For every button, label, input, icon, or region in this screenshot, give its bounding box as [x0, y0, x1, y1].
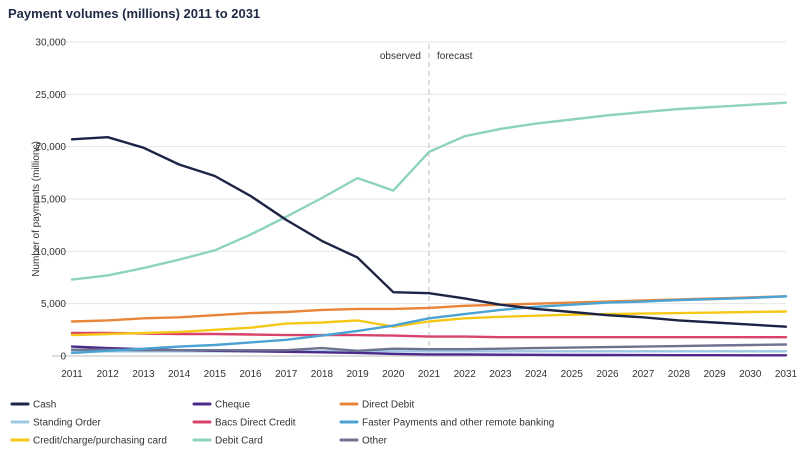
- legend-label: Cash: [33, 400, 56, 411]
- legend-item: Debit Card: [192, 436, 263, 447]
- y-tick-label: 10,000: [35, 247, 66, 258]
- legend-item: Bacs Direct Credit: [192, 418, 296, 429]
- x-tick-label: 2021: [418, 369, 441, 380]
- x-tick-label: 2015: [204, 369, 227, 380]
- y-tick-label: 0: [60, 352, 66, 363]
- x-tick-label: 2018: [311, 369, 334, 380]
- legend-item: Standing Order: [10, 418, 101, 429]
- x-tick-label: 2020: [382, 369, 405, 380]
- x-tick-label: 2019: [346, 369, 369, 380]
- legend-label: Faster Payments and other remote banking: [362, 418, 554, 429]
- series-lines: [70, 101, 788, 357]
- legend-item: Faster Payments and other remote banking: [339, 418, 554, 429]
- forecast-label: forecast: [437, 51, 473, 62]
- y-tick-label: 30,000: [35, 38, 66, 49]
- axes: 0 5,000 10,000 15,000 20,000 25,000 30,000 2011…: [31, 38, 798, 381]
- legend-item: Cash: [10, 400, 56, 411]
- series-line-cash: [70, 135, 788, 328]
- legend-item: Other: [339, 436, 388, 447]
- legend-item: Credit/charge/purchasing card: [10, 436, 167, 447]
- x-tick-label: 2016: [239, 369, 262, 380]
- legend-label: Debit Card: [215, 436, 263, 447]
- x-tick-label: 2027: [632, 369, 655, 380]
- x-tick-label: 2030: [739, 369, 762, 380]
- series-line-bacs-direct-credit: [70, 331, 788, 339]
- legend-label: Direct Debit: [362, 400, 414, 411]
- x-tick-label: 2028: [668, 369, 691, 380]
- observed-label: observed: [380, 51, 421, 62]
- legend-label: Other: [362, 436, 388, 447]
- legend-label: Credit/charge/purchasing card: [33, 436, 167, 447]
- y-axis-title: Number of payments (millions): [31, 141, 42, 277]
- series-line-credit-charge-purchasing-card: [70, 310, 788, 337]
- x-tick-label: 2024: [525, 369, 548, 380]
- legend-item: Direct Debit: [339, 400, 414, 411]
- series-line-faster-payments-and-other-remote-banking: [70, 295, 788, 355]
- legend-label: Cheque: [215, 400, 250, 411]
- legend-label: Bacs Direct Credit: [215, 418, 296, 429]
- legend: Cash Cheque Direct Debit Standing Order Bacs…: [10, 400, 554, 447]
- x-tick-label: 2029: [703, 369, 726, 380]
- x-tick-label: 2026: [596, 369, 619, 380]
- x-tick-label: 2011: [61, 369, 83, 380]
- x-tick-label: 2013: [132, 369, 155, 380]
- series-line-debit-card: [70, 101, 788, 281]
- x-tick-label: 2012: [97, 369, 120, 380]
- y-tick-label: 20,000: [35, 142, 66, 153]
- legend-item: Cheque: [192, 400, 250, 411]
- chart-title: Payment volumes (millions) 2011 to 2031: [8, 6, 261, 21]
- legend-label: Standing Order: [33, 418, 101, 429]
- x-tick-label: 2017: [275, 369, 298, 380]
- x-tick-label: 2023: [489, 369, 512, 380]
- y-tick-label: 15,000: [35, 195, 66, 206]
- x-tick-label: 2014: [168, 369, 191, 380]
- y-tick-label: 25,000: [35, 90, 66, 101]
- x-tick-label: 2031: [775, 369, 798, 380]
- x-tick-label: 2022: [454, 369, 477, 380]
- y-tick-label: 5,000: [41, 299, 66, 310]
- forecast-divider: observed forecast: [380, 44, 473, 356]
- x-tick-label: 2025: [561, 369, 584, 380]
- series-line-other: [70, 343, 788, 352]
